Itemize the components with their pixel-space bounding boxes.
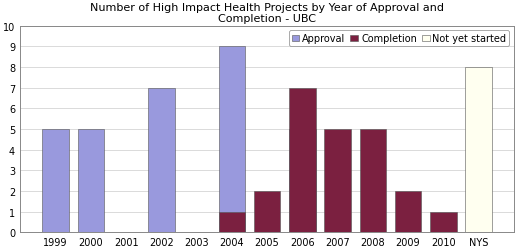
Title: Number of High Impact Health Projects by Year of Approval and
Completion - UBC: Number of High Impact Health Projects by…	[90, 3, 444, 24]
Bar	[148, 88, 175, 233]
Bar	[324, 130, 351, 232]
Bar	[360, 130, 386, 232]
Bar	[289, 88, 315, 233]
Bar	[78, 130, 104, 232]
Bar	[219, 47, 245, 232]
Bar	[395, 191, 421, 232]
Legend: Approval, Completion, Not yet started: Approval, Completion, Not yet started	[288, 31, 509, 47]
Bar	[430, 212, 457, 233]
Bar	[465, 68, 492, 232]
Bar	[289, 130, 315, 232]
Bar	[219, 212, 245, 233]
Bar	[254, 191, 280, 232]
Bar	[42, 130, 69, 232]
